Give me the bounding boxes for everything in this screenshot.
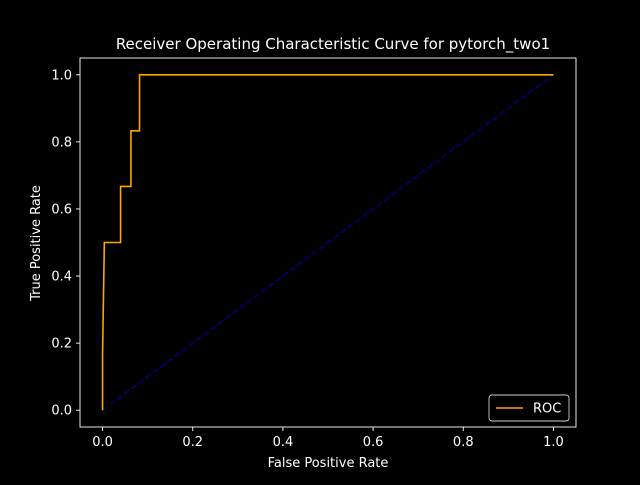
legend: ROC	[488, 394, 570, 422]
y-tick-label: 0.8	[51, 135, 72, 150]
x-tick-label: 0.8	[453, 435, 474, 450]
x-tick-label: 1.0	[543, 435, 564, 450]
y-tick-label: 0.0	[51, 404, 72, 419]
y-axis-label: True Positive Rate	[29, 185, 44, 302]
plot-area	[101, 73, 554, 411]
x-tick-label: 0.0	[92, 435, 113, 450]
chart-title: Receiver Operating Characteristic Curve …	[116, 35, 550, 54]
axes-frame	[79, 57, 577, 428]
x-tick-label: 0.6	[363, 435, 384, 450]
x-axis-label: False Positive Rate	[268, 456, 389, 471]
x-tick-label: 0.4	[273, 435, 294, 450]
y-tick-label: 0.6	[51, 202, 72, 217]
x-tick-label: 0.2	[182, 435, 203, 450]
axes: 0.0 0.2 0.4 0.6 0.8 1.0 0.0 0.2 0.4 0.6 0.8 1.0	[51, 57, 577, 450]
roc-curve-line	[101, 73, 554, 411]
legend-label-roc: ROC	[533, 402, 561, 417]
diagonal-reference-line	[102, 74, 554, 411]
y-tick-label: 0.4	[51, 270, 72, 285]
legend-box	[488, 394, 570, 422]
y-tick-label: 0.2	[51, 337, 72, 352]
y-tick-label: 1.0	[51, 68, 72, 83]
